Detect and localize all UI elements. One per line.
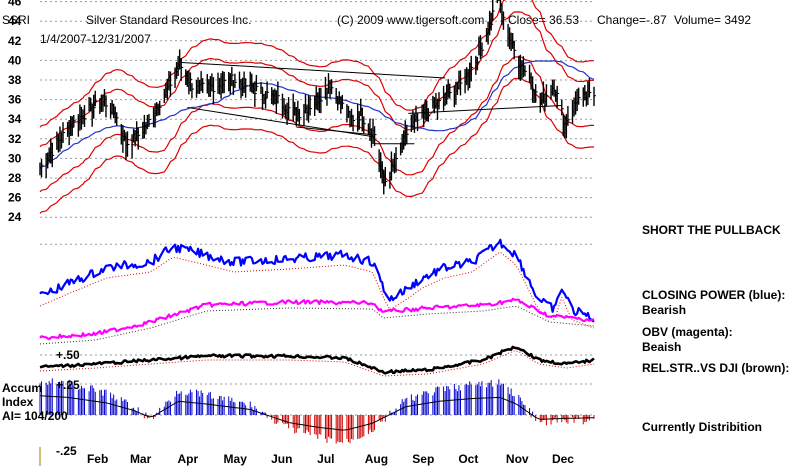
x-tick-label: Feb <box>87 452 108 466</box>
x-tick-label: May <box>224 452 248 466</box>
accum-level-low: -.25 <box>56 444 77 458</box>
trendline-neckline <box>408 104 562 114</box>
y-tick-label: 42 <box>8 34 22 48</box>
y-tick-label: 32 <box>8 132 22 146</box>
x-tick-label: Mar <box>130 452 152 466</box>
lower-band-inner <box>39 56 594 193</box>
y-tick-label: 38 <box>8 73 22 87</box>
accum-level-high: +.25 <box>56 378 80 392</box>
y-tick-label: 34 <box>8 112 22 126</box>
closing-power-label: CLOSING POWER (blue): <box>642 288 786 302</box>
copyright-text: (C) 2009 www.tigersoft.com <box>337 13 485 27</box>
y-tick-label: 28 <box>8 171 22 185</box>
date-range: 1/4/2007-12/31/2007 <box>40 32 151 46</box>
obv-ma-line <box>39 305 595 345</box>
y-tick-label: 30 <box>8 151 22 165</box>
obv-value: Beaish <box>642 340 682 354</box>
closing-power-ma-line <box>39 251 595 329</box>
y-tick-label: 44 <box>8 14 22 28</box>
x-tick-label: Aug <box>365 452 388 466</box>
y-tick-label: 40 <box>8 53 22 67</box>
distribution-note: Currently Distribition <box>642 420 763 434</box>
x-tick-label: Nov <box>506 452 529 466</box>
x-tick-label: Dec <box>552 452 574 466</box>
closing-power-line <box>39 238 595 323</box>
upper-band-inner <box>39 11 595 148</box>
relstr-ma-line <box>39 350 595 377</box>
volume-value: Volume= 3492 <box>674 13 752 27</box>
closing-power-value: Bearish <box>642 303 687 317</box>
x-tick-label: Jul <box>317 452 334 466</box>
obv-line <box>39 297 595 341</box>
relstr-level: +.50 <box>56 348 80 362</box>
company-name: Silver Standard Resources Inc. <box>86 13 252 27</box>
y-tick-label: 46 <box>8 0 22 9</box>
y-tick-label: 24 <box>8 210 22 224</box>
x-tick-label: Apr <box>178 452 199 466</box>
accum-ma-line <box>40 395 594 431</box>
accum-title: Accum <box>2 381 43 395</box>
x-tick-label: Oct <box>458 452 478 466</box>
x-tick-label: Jun <box>271 452 292 466</box>
accum-title-2: Index <box>2 395 34 409</box>
ticker-label: SSRI <box>2 13 31 27</box>
y-tick-label: 36 <box>8 93 22 107</box>
close-value: Close= 36.53 <box>508 13 580 27</box>
relstr-label: REL.STR..VS DJI (brown): <box>642 361 790 375</box>
x-tick-label: Sep <box>412 452 434 466</box>
trendline-mid <box>296 126 375 136</box>
signal-note: SHORT THE PULLBACK <box>642 223 781 237</box>
obv-label: OBV (magenta): <box>642 325 733 339</box>
lower-band-outer <box>39 77 594 214</box>
y-tick-label: 26 <box>8 191 22 205</box>
accum-value: AI= 104/200 <box>2 409 68 423</box>
trendline-upper <box>179 61 446 79</box>
change-value: Change=-.87 <box>597 13 667 27</box>
relstr-line <box>39 345 595 375</box>
